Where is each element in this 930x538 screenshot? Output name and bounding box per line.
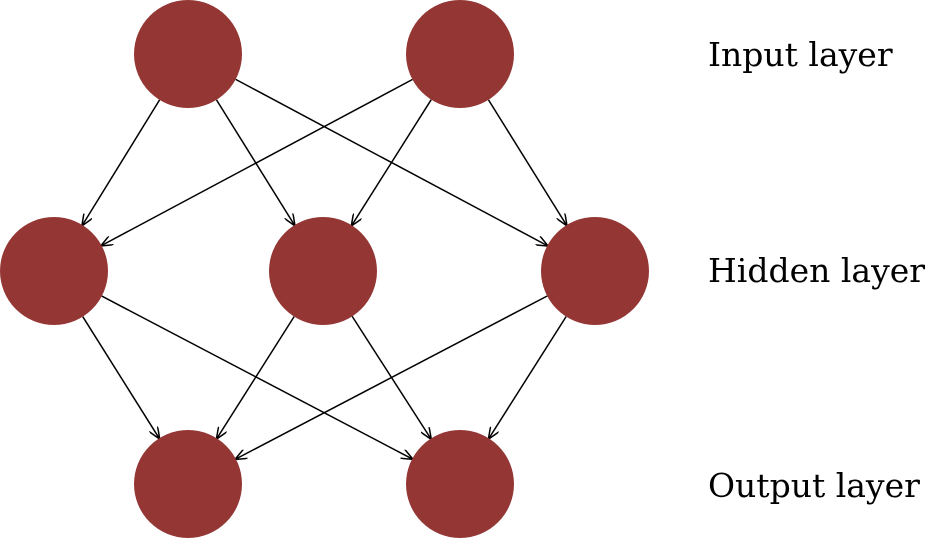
input-node-2 (406, 0, 514, 108)
neurons (0, 0, 649, 538)
arrow-hidden-0-to-output-0 (82, 316, 159, 439)
output-node-1 (134, 430, 242, 538)
arrow-input-1-to-hidden-1 (352, 99, 432, 226)
arrow-input-1-to-hidden-0 (102, 78, 413, 246)
input-node-1 (134, 0, 242, 108)
hidden-node-2 (269, 217, 377, 325)
connections (82, 78, 567, 459)
arrow-hidden-2-to-output-1 (489, 316, 567, 439)
arrow-hidden-0-to-output-1 (101, 295, 412, 459)
arrow-input-0-to-hidden-0 (82, 99, 161, 225)
arrow-input-1-to-hidden-2 (487, 99, 567, 225)
output-layer-label: Output layer (708, 466, 920, 505)
hidden-node-1 (0, 217, 108, 325)
hidden-node-3 (541, 217, 649, 325)
arrow-hidden-1-to-output-0 (217, 316, 295, 439)
arrow-hidden-2-to-output-0 (236, 295, 548, 459)
hidden-layer-label: Hidden layer (708, 251, 925, 290)
output-node-2 (406, 430, 514, 538)
input-layer-label: Input layer (708, 35, 893, 74)
